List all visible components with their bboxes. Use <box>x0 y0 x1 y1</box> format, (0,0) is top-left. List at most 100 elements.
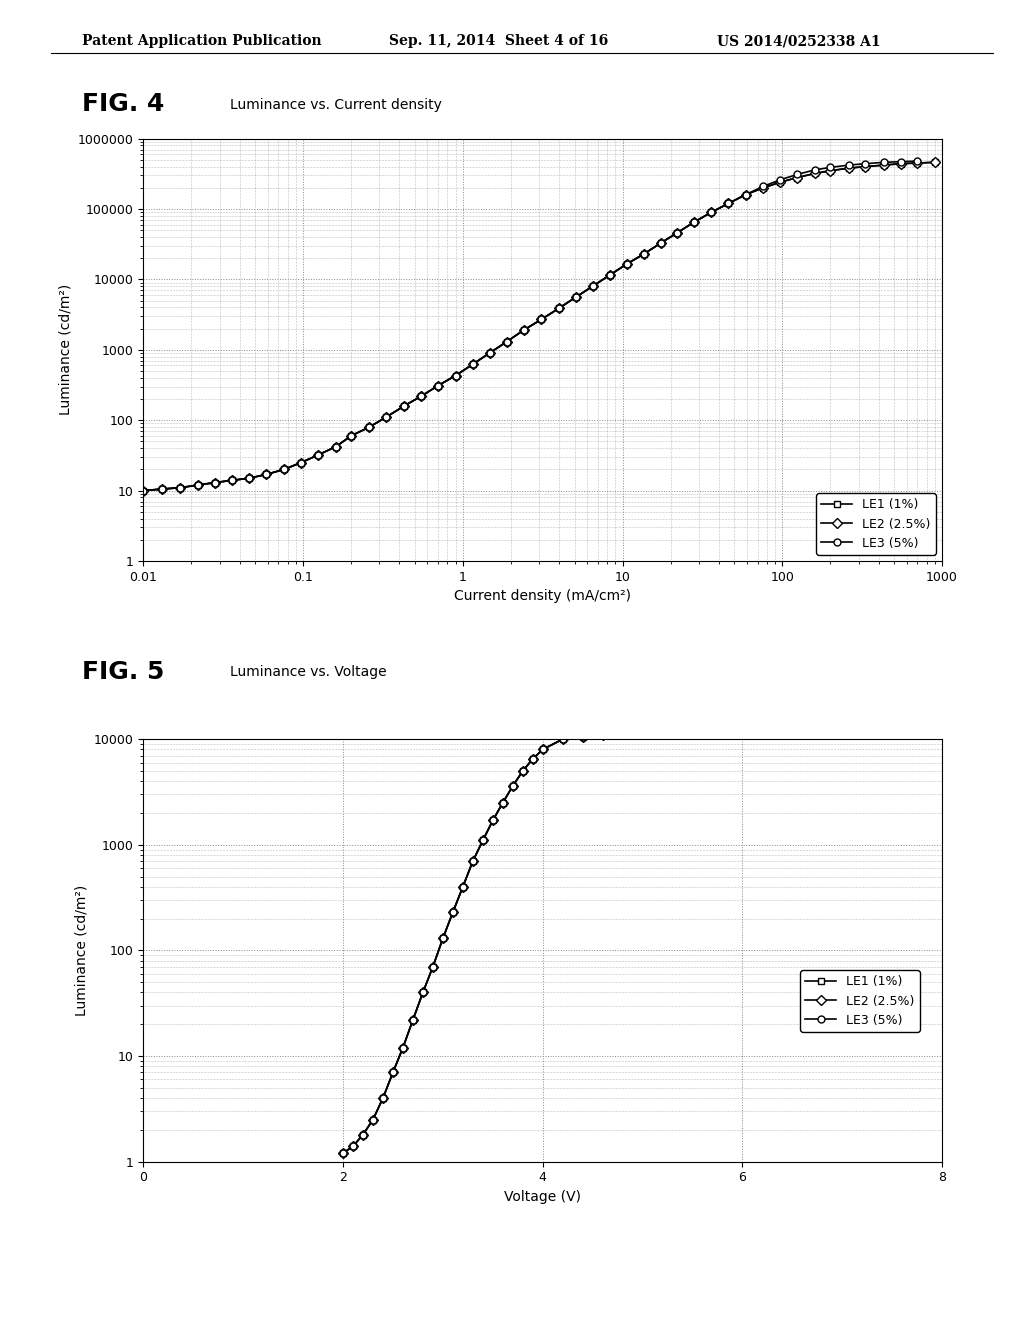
LE1 (1%) <box>457 879 469 895</box>
LE2 (2.5%) <box>477 833 489 849</box>
Line: LE1 (1%): LE1 (1%) <box>340 730 646 1156</box>
LE1 (1%) <box>569 289 582 305</box>
LE2 (2.5%) <box>330 438 342 454</box>
LE3 (5%) <box>436 931 449 946</box>
Text: Luminance vs. Voltage: Luminance vs. Voltage <box>230 665 387 680</box>
X-axis label: Current density (mA/cm²): Current density (mA/cm²) <box>455 589 631 603</box>
LE3 (5%) <box>616 726 629 742</box>
LE1 (1%) <box>367 1111 379 1127</box>
LE3 (5%) <box>483 345 496 360</box>
LE3 (5%) <box>477 833 489 849</box>
LE3 (5%) <box>243 470 255 486</box>
LE2 (2.5%) <box>655 235 668 251</box>
LE3 (5%) <box>526 751 539 767</box>
LE2 (2.5%) <box>843 160 855 176</box>
LE2 (2.5%) <box>616 726 629 742</box>
LE2 (2.5%) <box>792 169 804 185</box>
LE1 (1%) <box>655 235 668 251</box>
LE3 (5%) <box>537 742 549 758</box>
Line: LE2 (2.5%): LE2 (2.5%) <box>340 730 646 1156</box>
LE3 (5%) <box>432 378 444 393</box>
Text: Patent Application Publication: Patent Application Publication <box>82 34 322 49</box>
LE3 (5%) <box>330 438 342 454</box>
LE2 (2.5%) <box>467 853 479 869</box>
LE3 (5%) <box>446 904 459 920</box>
Legend: LE1 (1%), LE2 (2.5%), LE3 (5%): LE1 (1%), LE2 (2.5%), LE3 (5%) <box>800 970 920 1032</box>
Line: LE3 (5%): LE3 (5%) <box>140 157 921 494</box>
LE2 (2.5%) <box>450 368 462 384</box>
LE1 (1%) <box>243 470 255 486</box>
LE1 (1%) <box>824 162 837 178</box>
LE2 (2.5%) <box>894 156 906 172</box>
LE1 (1%) <box>859 158 871 174</box>
LE3 (5%) <box>569 289 582 305</box>
LE1 (1%) <box>380 409 392 425</box>
LE2 (2.5%) <box>637 725 649 741</box>
LE3 (5%) <box>398 397 411 413</box>
LE3 (5%) <box>226 473 239 488</box>
LE1 (1%) <box>929 154 941 170</box>
LE2 (2.5%) <box>537 742 549 758</box>
LE2 (2.5%) <box>397 1040 410 1056</box>
LE2 (2.5%) <box>367 1111 379 1127</box>
LE2 (2.5%) <box>569 289 582 305</box>
LE3 (5%) <box>347 1138 359 1154</box>
LE2 (2.5%) <box>911 154 924 170</box>
LE1 (1%) <box>312 447 325 463</box>
LE2 (2.5%) <box>295 454 307 470</box>
LE1 (1%) <box>415 388 427 404</box>
Text: FIG. 4: FIG. 4 <box>82 92 164 116</box>
LE3 (5%) <box>911 153 924 169</box>
LE1 (1%) <box>174 479 186 495</box>
Y-axis label: Luminance (cd/m²): Luminance (cd/m²) <box>58 284 73 416</box>
LE2 (2.5%) <box>706 205 718 220</box>
LE2 (2.5%) <box>638 246 650 261</box>
LE2 (2.5%) <box>596 727 608 743</box>
LE1 (1%) <box>501 334 513 350</box>
LE1 (1%) <box>516 763 528 779</box>
LE3 (5%) <box>467 853 479 869</box>
LE2 (2.5%) <box>517 322 529 338</box>
LE1 (1%) <box>587 279 599 294</box>
LE1 (1%) <box>387 1064 399 1080</box>
LE3 (5%) <box>209 475 221 491</box>
LE1 (1%) <box>553 300 565 315</box>
LE2 (2.5%) <box>483 345 496 360</box>
LE2 (2.5%) <box>377 1090 389 1106</box>
LE3 (5%) <box>278 462 290 478</box>
LE2 (2.5%) <box>156 482 168 498</box>
LE3 (5%) <box>501 334 513 350</box>
LE3 (5%) <box>878 154 890 170</box>
LE3 (5%) <box>577 729 589 744</box>
LE3 (5%) <box>621 256 633 272</box>
LE3 (5%) <box>507 777 519 793</box>
LE1 (1%) <box>774 174 786 190</box>
LE3 (5%) <box>415 388 427 404</box>
LE1 (1%) <box>757 180 769 195</box>
LE2 (2.5%) <box>577 729 589 744</box>
LE1 (1%) <box>337 1146 349 1162</box>
LE1 (1%) <box>536 312 548 327</box>
LE1 (1%) <box>357 1127 370 1143</box>
LE3 (5%) <box>706 205 718 220</box>
LE2 (2.5%) <box>398 397 411 413</box>
LE2 (2.5%) <box>722 195 734 211</box>
LE3 (5%) <box>357 1127 370 1143</box>
LE3 (5%) <box>337 1146 349 1162</box>
LE1 (1%) <box>621 256 633 272</box>
LE2 (2.5%) <box>278 462 290 478</box>
LE3 (5%) <box>457 879 469 895</box>
LE3 (5%) <box>174 479 186 495</box>
LE1 (1%) <box>616 726 629 742</box>
Y-axis label: Luminance (cd/m²): Luminance (cd/m²) <box>74 884 88 1016</box>
LE3 (5%) <box>587 279 599 294</box>
LE2 (2.5%) <box>621 256 633 272</box>
LE1 (1%) <box>477 833 489 849</box>
LE1 (1%) <box>432 378 444 393</box>
LE1 (1%) <box>792 169 804 185</box>
LE3 (5%) <box>517 322 529 338</box>
LE2 (2.5%) <box>553 300 565 315</box>
LE3 (5%) <box>757 178 769 194</box>
LE2 (2.5%) <box>312 447 325 463</box>
LE2 (2.5%) <box>809 165 821 181</box>
